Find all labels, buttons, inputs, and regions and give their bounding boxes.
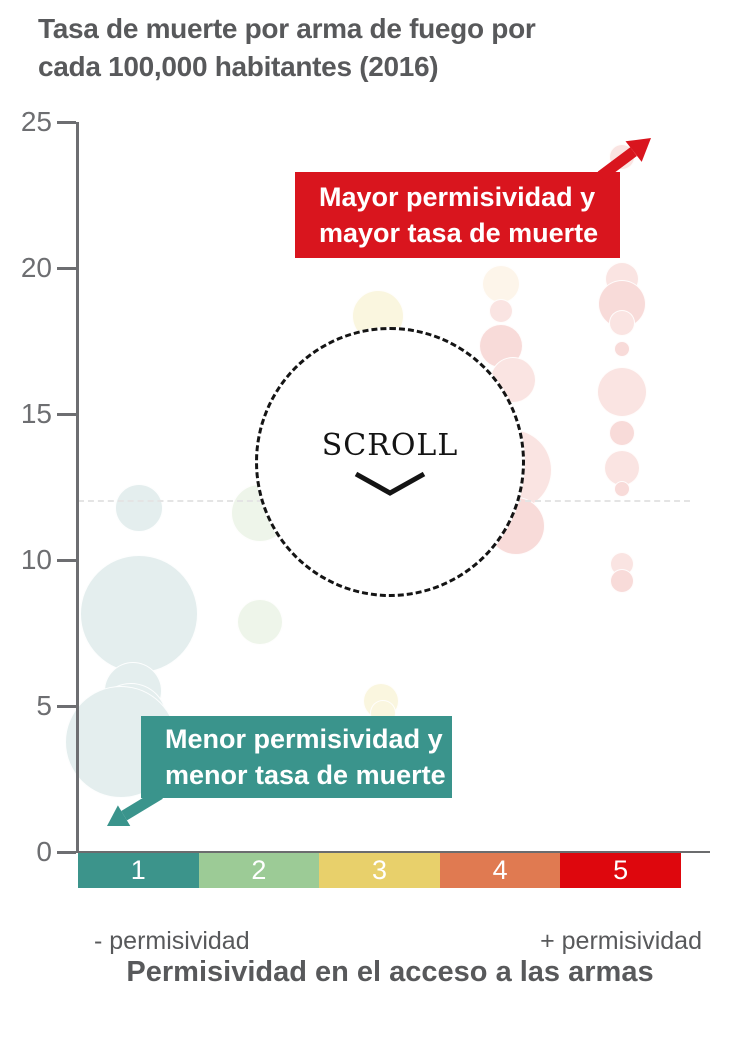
low-callout-line1: Menor permisividad y [165,724,443,754]
low-callout: Menor permisividad y menor tasa de muert… [141,716,452,798]
y-tick-mark [57,267,76,270]
y-tick-mark [57,413,76,416]
permissiveness-segment: 1 [78,853,199,888]
scroll-indicator[interactable]: SCROLL [255,327,525,597]
less-permissiveness-label: - permisividad [94,927,250,955]
y-tick-label: 25 [20,106,52,137]
data-bubble [482,264,521,303]
chevron-down-icon [354,471,426,496]
y-tick-label: 15 [20,398,52,429]
y-tick-label: 5 [36,690,52,721]
data-bubble [489,299,514,324]
x-axis-title: Permisividad en el acceso a las armas [126,956,654,988]
chart-title-line2: cada 100,000 habitantes (2016) [38,51,439,82]
data-bubble [609,569,634,594]
y-tick-mark [57,851,76,854]
high-callout-arrow-icon [597,138,651,181]
high-callout: Mayor permisividad y mayor tasa de muert… [295,172,620,258]
y-tick-label: 0 [36,836,52,867]
data-bubble [608,419,635,446]
data-bubble [596,366,647,417]
y-tick-label: 20 [20,252,52,283]
data-bubble [613,341,630,358]
data-bubble [80,554,199,673]
y-tick-mark [57,705,76,708]
permissiveness-segment: 4 [439,853,561,888]
data-bubble [608,310,635,337]
data-bubble [115,484,164,533]
x-axis-line [76,851,710,853]
y-tick-mark [57,121,76,124]
data-bubble [613,481,630,498]
permissiveness-segment: 5 [560,853,681,888]
y-tick-mark [57,559,76,562]
chart-title-line1: Tasa de muerte por arma de fuego por [38,13,536,44]
high-callout-line1: Mayor permisividad y [319,182,596,212]
data-bubble [603,449,640,486]
high-callout-line2: mayor tasa de muerte [319,218,599,248]
y-tick-label: 10 [20,544,52,575]
more-permissiveness-label: + permisividad [540,927,702,955]
permissiveness-segment: 2 [198,853,320,888]
y-axis-line [76,122,79,853]
low-callout-line2: menor tasa de muerte [165,760,446,790]
data-bubble [236,599,283,646]
scroll-label: SCROLL [321,427,459,463]
permissiveness-segment: 3 [319,853,440,888]
chart-title: Tasa de muerte por arma de fuego por cad… [38,10,658,86]
low-callout-arrow-icon [107,789,163,826]
